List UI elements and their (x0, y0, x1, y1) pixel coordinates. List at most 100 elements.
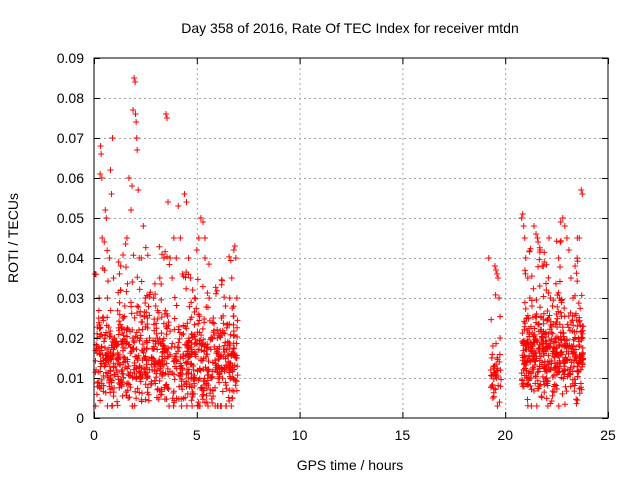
data-point (109, 135, 116, 141)
data-point (131, 339, 138, 346)
data-point (569, 346, 576, 353)
data-point (224, 321, 231, 328)
data-point (569, 376, 576, 383)
data-point (139, 371, 146, 378)
y-tick-label: 0.08 (57, 90, 84, 106)
data-point (545, 290, 552, 297)
data-point (135, 304, 142, 311)
data-point (554, 303, 561, 310)
data-point (158, 388, 165, 395)
x-tick-label: 25 (600, 427, 616, 443)
data-point (138, 390, 145, 397)
data-point (114, 402, 121, 409)
data-point (159, 337, 166, 344)
data-point (123, 264, 130, 271)
data-point (193, 247, 200, 253)
data-point (574, 397, 581, 404)
data-point (197, 357, 204, 364)
data-point (574, 278, 581, 285)
data-point (207, 336, 214, 343)
data-point (115, 259, 122, 265)
data-point (540, 316, 547, 323)
data-point (168, 344, 175, 351)
data-point (562, 357, 569, 364)
data-point (552, 364, 559, 371)
data-point (138, 396, 145, 403)
data-point (554, 291, 561, 298)
data-point (158, 358, 165, 365)
data-point (557, 239, 564, 246)
data-point (104, 355, 111, 362)
data-point (215, 330, 222, 337)
data-point (225, 394, 232, 401)
data-point (524, 358, 531, 365)
data-point (180, 273, 187, 280)
data-point (540, 310, 547, 317)
data-point (96, 350, 103, 357)
data-point (140, 223, 147, 229)
data-point (564, 321, 571, 328)
data-point (570, 363, 577, 370)
data-point (144, 384, 151, 391)
data-point (98, 343, 105, 350)
data-point (199, 283, 206, 290)
data-point (518, 215, 525, 221)
data-point (107, 386, 114, 393)
data-point (569, 327, 576, 334)
data-point (163, 381, 170, 388)
data-point (134, 385, 141, 392)
data-point (156, 387, 163, 394)
data-point (220, 320, 227, 327)
data-point (526, 375, 533, 382)
y-tick-label: 0.03 (57, 290, 84, 306)
data-point (574, 363, 581, 370)
data-point (565, 324, 572, 331)
data-point (529, 353, 536, 360)
data-point (230, 345, 237, 352)
data-point (120, 252, 127, 259)
data-point (187, 361, 194, 368)
data-point (146, 335, 153, 341)
data-point (537, 353, 544, 360)
data-point (227, 257, 234, 264)
data-point (125, 371, 132, 378)
data-point (163, 253, 170, 260)
data-point (215, 375, 222, 382)
data-point (203, 351, 210, 358)
data-point (160, 320, 167, 327)
data-point (156, 275, 163, 281)
data-point (553, 351, 560, 358)
data-point (201, 315, 208, 322)
data-point (143, 292, 150, 299)
data-point (545, 274, 552, 281)
data-point (222, 382, 229, 389)
data-point (576, 317, 583, 324)
data-point (234, 317, 241, 324)
data-point (559, 324, 566, 331)
data-point (164, 384, 171, 391)
data-point (129, 326, 136, 333)
data-point (114, 398, 121, 405)
data-point (544, 403, 551, 409)
data-point (180, 322, 187, 329)
data-point (191, 348, 198, 355)
data-point (557, 237, 564, 244)
data-point (577, 354, 584, 361)
data-point (524, 336, 531, 343)
data-point (528, 297, 535, 304)
data-point (191, 321, 198, 328)
data-point (535, 345, 542, 352)
grid-lines (94, 58, 608, 418)
data-point (196, 365, 203, 372)
data-point (574, 235, 581, 241)
data-point (229, 364, 236, 371)
data-point (489, 351, 496, 358)
data-point (535, 263, 542, 270)
data-point (117, 287, 124, 294)
data-point (151, 280, 158, 287)
data-point (131, 402, 138, 409)
data-point (188, 371, 195, 378)
data-point (534, 235, 541, 241)
data-point (125, 380, 132, 387)
data-point (533, 313, 540, 320)
